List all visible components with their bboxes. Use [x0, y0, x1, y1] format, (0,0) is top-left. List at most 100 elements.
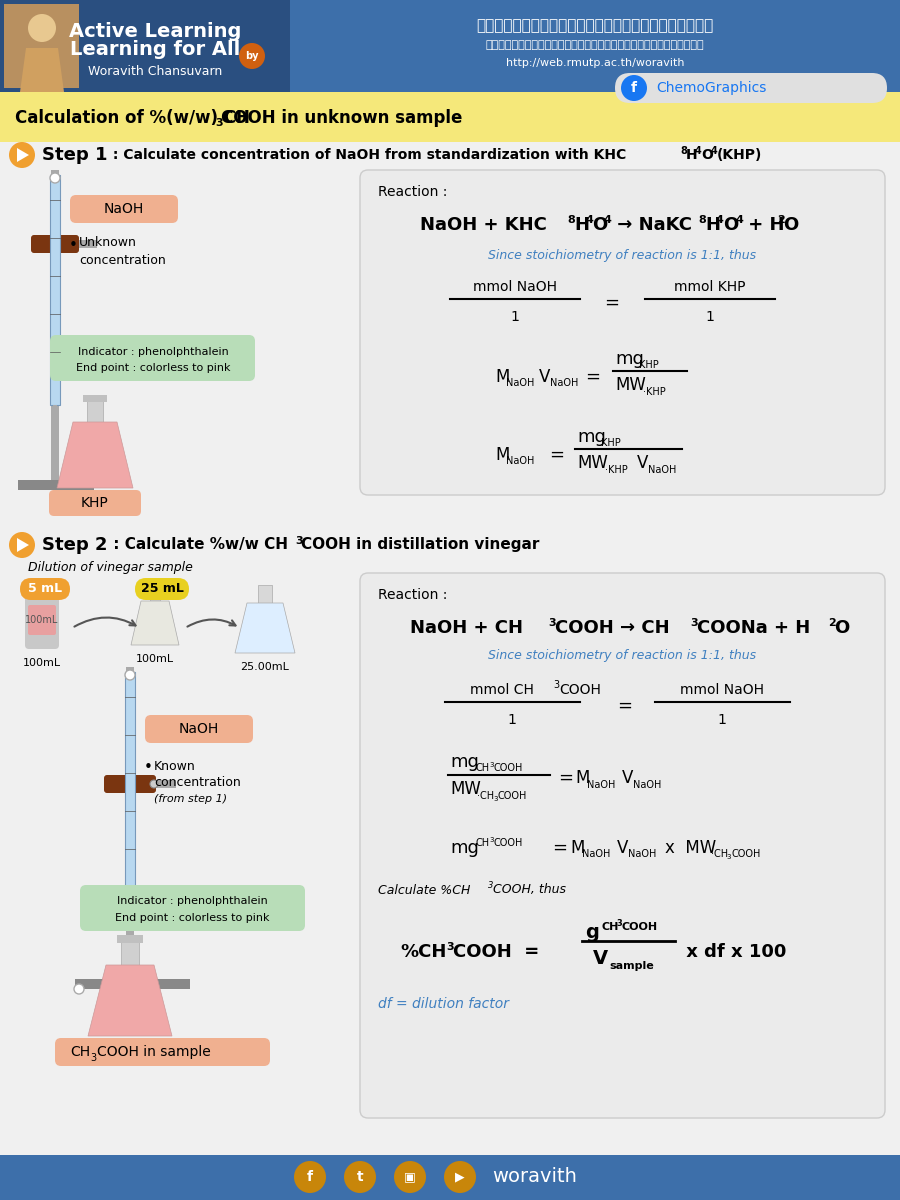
Text: concentration: concentration [154, 776, 241, 790]
Text: V: V [622, 769, 634, 787]
Circle shape [28, 14, 56, 42]
Text: O: O [783, 216, 798, 234]
Text: ·CH: ·CH [711, 850, 728, 859]
Text: → NaKC: → NaKC [611, 216, 692, 234]
FancyBboxPatch shape [360, 572, 885, 1118]
Text: 3: 3 [548, 618, 555, 628]
Text: COOH → CH: COOH → CH [555, 619, 670, 637]
Polygon shape [17, 538, 29, 552]
Text: NaOH: NaOH [633, 780, 662, 790]
Text: Step 1: Step 1 [42, 146, 107, 164]
Text: mmol NaOH: mmol NaOH [680, 683, 764, 697]
Text: คณะวิทยาศาสตร์และเทคโนโลยี: คณะวิทยาศาสตร์และเทคโนโลยี [476, 18, 714, 32]
Text: Reaction :: Reaction : [378, 588, 447, 602]
FancyBboxPatch shape [28, 605, 56, 635]
Text: g: g [585, 923, 598, 942]
Text: COOH: COOH [559, 683, 601, 697]
Polygon shape [57, 422, 133, 488]
Text: mg: mg [577, 428, 606, 446]
Text: =: = [585, 368, 600, 386]
Text: MW: MW [577, 454, 608, 472]
Text: NaOH: NaOH [104, 202, 144, 216]
Text: 3: 3 [726, 854, 731, 860]
Circle shape [125, 670, 135, 680]
Bar [18, 480, 94, 490]
FancyBboxPatch shape [145, 715, 253, 743]
Text: COOH: COOH [494, 763, 524, 773]
Text: ▣: ▣ [404, 1170, 416, 1183]
Polygon shape [88, 965, 172, 1036]
FancyBboxPatch shape [135, 578, 189, 600]
Text: http://web.rmutp.ac.th/woravith: http://web.rmutp.ac.th/woravith [506, 58, 684, 68]
Bar [150, 584, 160, 601]
Text: 3: 3 [489, 762, 493, 768]
Bar [156, 780, 176, 788]
Text: Indicator : phenolphthalein: Indicator : phenolphthalein [77, 347, 229, 358]
Bar [0, 1154, 900, 1200]
Text: 4: 4 [716, 215, 724, 226]
Text: O: O [701, 148, 713, 162]
Text: 3: 3 [295, 536, 302, 546]
Bar [75, 979, 190, 989]
Text: H: H [705, 216, 720, 234]
Text: (from step 1): (from step 1) [154, 794, 227, 804]
Text: 100mL: 100mL [25, 614, 58, 625]
Text: Learning for All: Learning for All [70, 40, 240, 59]
Text: 3: 3 [215, 118, 222, 128]
Text: MW: MW [615, 376, 646, 394]
Text: 1: 1 [508, 713, 517, 727]
Text: COONa + H: COONa + H [697, 619, 810, 637]
Text: M: M [495, 368, 509, 386]
Text: 3: 3 [493, 796, 498, 802]
Text: COOH: COOH [731, 850, 760, 859]
Text: NaOH: NaOH [648, 464, 677, 475]
Bar [117, 935, 143, 943]
Bar [0, 0, 900, 92]
Text: 2: 2 [777, 215, 785, 226]
Text: NaOH: NaOH [582, 850, 610, 859]
Text: Known: Known [154, 761, 196, 774]
FancyBboxPatch shape [49, 490, 141, 516]
Text: sample: sample [609, 961, 653, 971]
Text: x df x 100: x df x 100 [680, 943, 787, 961]
Text: H: H [686, 148, 698, 162]
Circle shape [394, 1162, 426, 1193]
Bar [87, 400, 103, 422]
Text: •: • [69, 238, 78, 252]
Text: ▶: ▶ [455, 1170, 464, 1183]
Text: ·KHP: ·KHP [605, 464, 628, 475]
Text: COOH: COOH [621, 922, 657, 932]
Text: •: • [144, 760, 153, 774]
Text: woravith: woravith [492, 1168, 577, 1187]
Bar [79, 240, 97, 248]
Text: =: = [552, 839, 567, 857]
FancyBboxPatch shape [32, 583, 52, 593]
Text: 1: 1 [717, 713, 726, 727]
Text: Since stoichiometry of reaction is 1:1, thus: Since stoichiometry of reaction is 1:1, … [488, 248, 756, 262]
Polygon shape [131, 601, 179, 646]
Text: COOH, thus: COOH, thus [493, 883, 566, 896]
Text: mmol CH: mmol CH [470, 683, 534, 697]
Text: 4: 4 [604, 215, 612, 226]
Polygon shape [235, 602, 295, 653]
Text: =: = [558, 769, 573, 787]
Text: Reaction :: Reaction : [378, 185, 447, 199]
Text: (KHP): (KHP) [717, 148, 762, 162]
Circle shape [294, 1162, 326, 1193]
Text: 8: 8 [680, 146, 687, 156]
Bar [50, 175, 60, 404]
Text: 100mL: 100mL [136, 654, 174, 664]
Text: 25.00mL: 25.00mL [240, 662, 290, 672]
Text: COOH: COOH [494, 838, 524, 848]
Text: COOH in unknown sample: COOH in unknown sample [221, 109, 463, 127]
Text: Indicator : phenolphthalein: Indicator : phenolphthalein [117, 896, 267, 906]
Polygon shape [17, 148, 29, 162]
FancyBboxPatch shape [360, 170, 885, 494]
Bar [125, 672, 135, 900]
FancyBboxPatch shape [50, 335, 255, 382]
Text: df = dilution factor: df = dilution factor [378, 997, 509, 1010]
Text: : Calculate %w/w CH: : Calculate %w/w CH [108, 538, 288, 552]
Bar [53, 404, 57, 434]
Text: 3: 3 [616, 919, 622, 929]
Text: 4: 4 [711, 146, 718, 156]
